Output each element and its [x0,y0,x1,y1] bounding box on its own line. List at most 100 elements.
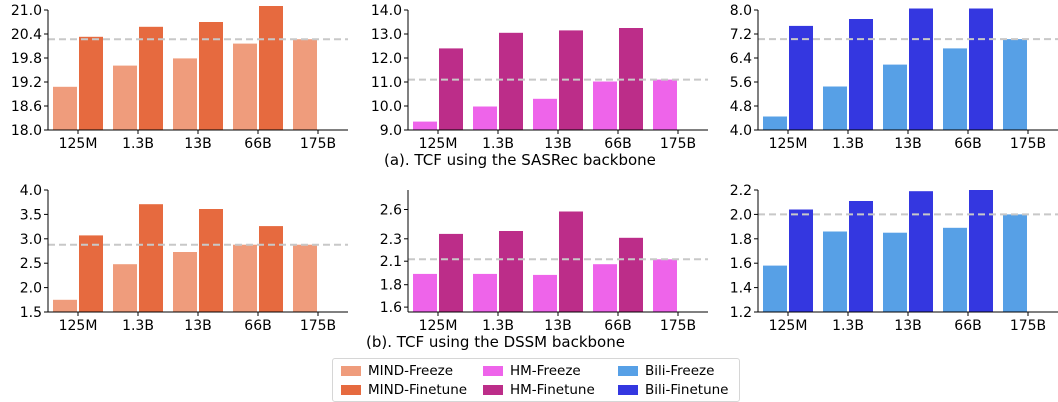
chart-b-mind-y-tick-label: 2.0 [20,281,42,297]
chart-b-mind-bar-mind-freeze-1.3b [113,264,137,312]
chart-b-hm-y-tick-label: 2.6 [380,203,402,219]
chart-a-mind-x-tick-label: 1.3B [122,136,154,152]
chart-b-mind-x-tick-label: 125M [59,318,98,334]
chart-b-bili-bar-bili-freeze-125m [763,265,787,312]
chart-a-bili-bar-bili-finetune-125m [789,25,813,130]
chart-a-mind-bar-mind-freeze-66b [233,43,257,130]
chart-a-bili-bar-bili-finetune-66b [969,8,993,130]
chart-b-mind-bar-mind-finetune-125m [79,235,103,312]
chart-a-mind-x-tick-label: 125M [59,136,98,152]
legend-label: HM-Freeze [510,363,581,379]
chart-a-bili-bar-bili-freeze-13b [883,64,907,130]
chart-a-bili-x-tick-label: 1.3B [832,136,864,152]
chart-b-hm-bar-hm-freeze-1.3b [473,273,497,312]
chart-a-bili-y-tick-label: 4.0 [730,123,752,139]
chart-a-bili-bar-bili-finetune-13b [909,8,933,130]
chart-b-bili-bar-bili-freeze-1.3b [823,231,847,312]
chart-a-bili-y-tick-label: 6.4 [730,51,752,67]
chart-b-mind-bar-mind-finetune-66b [259,226,283,312]
chart-b-mind-y-tick-label: 3.5 [20,207,42,223]
chart-b-bili-x-tick-label: 13B [894,318,921,334]
legend: MIND-Freeze MIND-Finetune HM-Freeze HM-F… [332,358,740,402]
chart-b-bili-x-tick-label: 66B [954,318,981,334]
chart-a-bili-x-tick-label: 13B [894,136,921,152]
chart-b-hm-y-tick-label: 2.3 [380,232,402,248]
chart-b-hm-y-tick-label: 2.1 [380,254,402,270]
chart-a-mind-y-tick-label: 18.0 [11,123,42,139]
chart-b-mind-y-tick-label: 4.0 [20,183,42,199]
chart-b-hm-bar-hm-finetune-1.3b [499,231,523,312]
chart-b-bili-x-tick-label: 175B [1010,318,1046,334]
chart-a-bili-y-tick-label: 8.0 [730,3,752,19]
chart-b-hm-x-tick-label: 125M [419,318,458,334]
legend-label: Bili-Freeze [645,363,715,379]
chart-a-bili-bar-bili-freeze-175b [1003,39,1027,130]
chart-b-mind-bar-mind-finetune-13b [199,209,223,312]
chart-b-hm-bar-hm-finetune-66b [619,237,643,312]
chart-b-bili-bar-bili-freeze-175b [1003,214,1027,312]
chart-b-hm-x-tick-label: 175B [660,318,696,334]
legend-swatch [618,366,638,376]
chart-b-hm-x-tick-label: 66B [604,318,631,334]
legend-swatch [341,366,361,376]
chart-a-bili-x-tick-label: 66B [954,136,981,152]
chart-b-hm-bar-hm-freeze-175b [653,259,677,312]
legend-label: MIND-Finetune [368,382,468,398]
chart-b-bili-bar-bili-finetune-66b [969,190,993,312]
chart-b-hm-y-tick-label: 1.8 [380,278,402,294]
chart-a-mind-y-tick-label: 20.4 [11,27,42,43]
chart-b-bili-bar-bili-freeze-66b [943,227,967,312]
chart-b-mind-bar-mind-freeze-13b [173,252,197,312]
chart-a-mind-y-tick-label: 21.0 [11,3,42,19]
chart-a-mind-x-tick-label: 175B [300,136,336,152]
chart-a-hm-bar-hm-freeze-66b [593,81,617,130]
chart-b-bili-y-tick-label: 1.8 [730,232,752,248]
chart-a-hm-bar-hm-freeze-1.3b [473,106,497,130]
chart-b-hm-x-tick-label: 1.3B [482,318,514,334]
chart-b-bili-y-tick-label: 1.4 [730,281,752,297]
chart-b-mind-x-tick-label: 175B [300,318,336,334]
chart-b-mind-y-tick-label: 3.0 [20,232,42,248]
chart-a-mind-x-tick-label: 13B [184,136,211,152]
chart-a-hm-y-tick-label: 12.0 [371,51,402,67]
chart-a-hm-bar-hm-freeze-175b [653,79,677,130]
legend-swatch [618,385,638,395]
chart-b-mind-x-tick-label: 13B [184,318,211,334]
chart-a-bili-x-tick-label: 125M [769,136,808,152]
chart-b-bili-bar-bili-finetune-1.3b [849,201,873,312]
chart-a-mind-y-tick-label: 19.8 [11,51,42,67]
legend-swatch [483,385,503,395]
chart-a-bili-bar-bili-freeze-66b [943,48,967,130]
chart-b-bili-y-tick-label: 2.2 [730,183,752,199]
chart-a-hm-x-tick-label: 175B [660,136,696,152]
chart-a-hm-bar-hm-freeze-13b [533,98,557,130]
chart-b-hm-bar-hm-freeze-66b [593,264,617,312]
chart-b-mind-bar-mind-freeze-125m [53,299,77,312]
chart-a-hm-bar-hm-finetune-1.3b [499,32,523,130]
chart-a-mind-bar-mind-freeze-175b [293,39,317,131]
chart-a-bili-bar-bili-finetune-1.3b [849,19,873,130]
chart-a-bili-x-tick-label: 175B [1010,136,1046,152]
chart-b-bili-x-tick-label: 125M [769,318,808,334]
chart-b-mind-bar-mind-freeze-66b [233,244,257,312]
legend-label: Bili-Finetune [645,382,729,398]
chart-a-hm-y-tick-label: 13.0 [371,27,402,43]
legend-swatch [341,385,361,395]
chart-b-bili-bar-bili-freeze-13b [883,232,907,312]
legend-label: HM-Finetune [510,382,595,398]
chart-b-hm-y-tick-label: 1.6 [380,300,402,316]
chart-a-bili-y-tick-label: 4.8 [730,99,752,115]
caption-dssm: (b). TCF using the DSSM backbone [366,333,625,351]
chart-b-hm-bar-hm-freeze-125m [413,273,437,312]
legend-swatch [483,366,503,376]
chart-a-mind-bar-mind-finetune-1.3b [139,26,163,130]
chart-a-hm-bar-hm-finetune-125m [439,48,463,130]
chart-b-bili-bar-bili-finetune-125m [789,209,813,312]
chart-a-mind-bar-mind-finetune-66b [259,6,283,130]
chart-a-bili-y-tick-label: 5.6 [730,75,752,91]
chart-b-hm-bar-hm-freeze-13b [533,274,557,312]
chart-b-mind-x-tick-label: 66B [244,318,271,334]
chart-a-bili-bar-bili-freeze-1.3b [823,86,847,130]
